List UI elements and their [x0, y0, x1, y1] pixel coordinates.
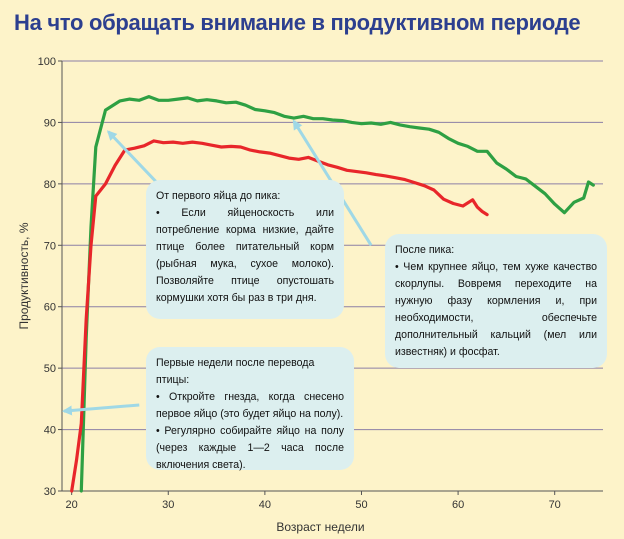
callout-after-peak: После пика: • Чем крупнее яйцо, тем хуже…: [385, 234, 607, 368]
y-axis-label: Продуктивность, %: [17, 222, 31, 329]
arrow-to-y-axis: [61, 403, 140, 416]
callout-first-egg-to-peak: От первого яйца до пика: • Если яйценоск…: [146, 180, 344, 319]
y-tick-label: 80: [44, 179, 56, 191]
x-tick-label: 60: [452, 499, 464, 511]
callout-first-weeks: Первые недели после перевода птицы: • От…: [146, 347, 354, 471]
y-tick-label: 50: [44, 363, 56, 375]
callout-item: • Регулярно собирайте яйцо на полу (чере…: [156, 425, 344, 471]
callout-item: • Откройте гнезда, когда снесено первое …: [156, 391, 344, 420]
series-layer: [70, 95, 595, 493]
page-title: На что обращать внимание в продуктивном …: [14, 10, 581, 35]
y-tick-label: 70: [44, 240, 56, 252]
x-tick-label: 30: [162, 499, 174, 511]
series-line-1: [79, 95, 595, 493]
x-tick-label: 40: [259, 499, 271, 511]
callout-heading: Первые недели после перевода птицы:: [156, 357, 315, 386]
y-tick-label: 90: [44, 117, 56, 129]
x-axis-label: Возраст недели: [276, 520, 364, 534]
axes-layer: 30 40 50 60 70 80 90 100 20 30 40 50 60 70 Возраст нед…: [17, 56, 603, 534]
callout-heading: От первого яйца до пика:: [156, 190, 281, 202]
callout-item: • Если яйценоскость или потребление корм…: [156, 207, 334, 304]
y-tick-label: 100: [38, 56, 56, 68]
callout-heading: После пика:: [395, 244, 455, 256]
y-tick-label: 30: [44, 486, 56, 498]
y-tick-label: 40: [44, 425, 56, 437]
x-tick-label: 70: [549, 499, 561, 511]
series-line-2: [70, 139, 489, 493]
y-tick-label: 60: [44, 302, 56, 314]
callout-item: • Чем крупнее яйцо, тем хуже качество ск…: [395, 261, 597, 358]
x-tick-label: 20: [66, 499, 78, 511]
x-tick-label: 50: [355, 499, 367, 511]
